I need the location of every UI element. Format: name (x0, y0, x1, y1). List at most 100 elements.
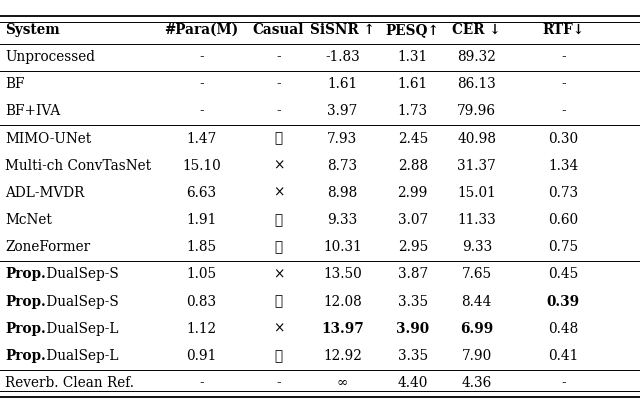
Text: DualSep-S: DualSep-S (42, 294, 119, 309)
Text: 0.41: 0.41 (548, 349, 579, 363)
Text: 3.07: 3.07 (397, 213, 428, 227)
Text: 0.73: 0.73 (548, 186, 579, 200)
Text: 10.31: 10.31 (323, 240, 362, 254)
Text: 0.45: 0.45 (548, 267, 579, 281)
Text: 1.34: 1.34 (548, 159, 579, 173)
Text: 6.99: 6.99 (460, 322, 493, 336)
Text: SiSNR ↑: SiSNR ↑ (310, 23, 375, 37)
Text: Prop.: Prop. (5, 267, 46, 281)
Text: 9.33: 9.33 (461, 240, 492, 254)
Text: ✓: ✓ (275, 349, 282, 363)
Text: 1.61: 1.61 (397, 77, 428, 91)
Text: 12.92: 12.92 (323, 349, 362, 363)
Text: DualSep-S: DualSep-S (42, 267, 119, 281)
Text: CER ↓: CER ↓ (452, 23, 501, 37)
Text: -: - (199, 104, 204, 119)
Text: 13.50: 13.50 (323, 267, 362, 281)
Text: 1.31: 1.31 (397, 50, 428, 64)
Text: DualSep-L: DualSep-L (42, 349, 119, 363)
Text: 3.90: 3.90 (396, 322, 429, 336)
Text: BF: BF (5, 77, 24, 91)
Text: 13.97: 13.97 (321, 322, 364, 336)
Text: RTF↓: RTF↓ (542, 23, 584, 37)
Text: 40.98: 40.98 (458, 132, 496, 146)
Text: 1.73: 1.73 (397, 104, 428, 119)
Text: ✓: ✓ (275, 132, 282, 146)
Text: System: System (5, 23, 60, 37)
Text: ×: × (273, 322, 284, 336)
Text: -: - (561, 376, 566, 390)
Text: 3.97: 3.97 (327, 104, 358, 119)
Text: -: - (199, 77, 204, 91)
Text: 12.08: 12.08 (323, 294, 362, 309)
Text: 2.95: 2.95 (397, 240, 428, 254)
Text: Multi-ch ConvTasNet: Multi-ch ConvTasNet (5, 159, 151, 173)
Text: 0.91: 0.91 (186, 349, 217, 363)
Text: DualSep-L: DualSep-L (42, 322, 119, 336)
Text: -: - (199, 50, 204, 64)
Text: -: - (199, 376, 204, 390)
Text: 0.60: 0.60 (548, 213, 579, 227)
Text: 0.83: 0.83 (186, 294, 217, 309)
Text: 0.39: 0.39 (547, 294, 580, 309)
Text: ✓: ✓ (275, 294, 282, 309)
Text: 3.87: 3.87 (397, 267, 428, 281)
Text: 0.30: 0.30 (548, 132, 579, 146)
Text: ×: × (273, 159, 284, 173)
Text: Prop.: Prop. (5, 349, 46, 363)
Text: ×: × (273, 186, 284, 200)
Text: 79.96: 79.96 (458, 104, 496, 119)
Text: ×: × (273, 267, 284, 281)
Text: #Para(M): #Para(M) (164, 23, 239, 37)
Text: 7.93: 7.93 (327, 132, 358, 146)
Text: Casual: Casual (253, 23, 304, 37)
Text: 7.90: 7.90 (461, 349, 492, 363)
Text: Unprocessed: Unprocessed (5, 50, 95, 64)
Text: 1.91: 1.91 (186, 213, 217, 227)
Text: ✓: ✓ (275, 240, 282, 254)
Text: Prop.: Prop. (5, 322, 46, 336)
Text: 2.99: 2.99 (397, 186, 428, 200)
Text: ADL-MVDR: ADL-MVDR (5, 186, 84, 200)
Text: 15.10: 15.10 (182, 159, 221, 173)
Text: 3.35: 3.35 (397, 294, 428, 309)
Text: -: - (561, 50, 566, 64)
Text: 9.33: 9.33 (327, 213, 358, 227)
Text: 6.63: 6.63 (186, 186, 217, 200)
Text: 1.12: 1.12 (186, 322, 217, 336)
Text: 4.40: 4.40 (397, 376, 428, 390)
Text: MIMO-UNet: MIMO-UNet (5, 132, 92, 146)
Text: -: - (561, 77, 566, 91)
Text: 31.37: 31.37 (458, 159, 496, 173)
Text: Prop.: Prop. (5, 294, 46, 309)
Text: 4.36: 4.36 (461, 376, 492, 390)
Text: 1.61: 1.61 (327, 77, 358, 91)
Text: 11.33: 11.33 (458, 213, 496, 227)
Text: 8.73: 8.73 (327, 159, 358, 173)
Text: 1.85: 1.85 (186, 240, 217, 254)
Text: PESQ↑: PESQ↑ (386, 23, 440, 37)
Text: -: - (276, 376, 281, 390)
Text: Reverb. Clean Ref.: Reverb. Clean Ref. (5, 376, 134, 390)
Text: 1.47: 1.47 (186, 132, 217, 146)
Text: -: - (276, 77, 281, 91)
Text: 2.45: 2.45 (397, 132, 428, 146)
Text: -1.83: -1.83 (325, 50, 360, 64)
Text: 1.05: 1.05 (186, 267, 217, 281)
Text: -: - (561, 104, 566, 119)
Text: -: - (276, 104, 281, 119)
Text: ZoneFormer: ZoneFormer (5, 240, 90, 254)
Text: 0.48: 0.48 (548, 322, 579, 336)
Text: BF+IVA: BF+IVA (5, 104, 60, 119)
Text: -: - (276, 50, 281, 64)
Text: ✓: ✓ (275, 213, 282, 227)
Text: 15.01: 15.01 (458, 186, 496, 200)
Text: 3.35: 3.35 (397, 349, 428, 363)
Text: 2.88: 2.88 (397, 159, 428, 173)
Text: 7.65: 7.65 (461, 267, 492, 281)
Text: 8.98: 8.98 (327, 186, 358, 200)
Text: 86.13: 86.13 (458, 77, 496, 91)
Text: 8.44: 8.44 (461, 294, 492, 309)
Text: McNet: McNet (5, 213, 52, 227)
Text: ∞: ∞ (337, 376, 348, 390)
